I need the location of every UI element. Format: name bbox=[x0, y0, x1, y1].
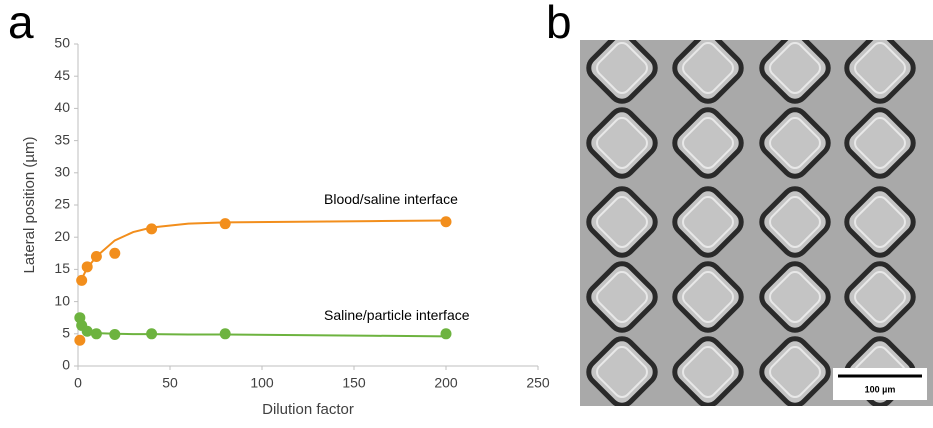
pillar bbox=[586, 336, 658, 406]
pillar bbox=[672, 336, 744, 406]
pillar bbox=[759, 261, 831, 333]
panel-label: a bbox=[8, 0, 34, 48]
pillar-inner bbox=[854, 196, 906, 248]
pillar bbox=[759, 186, 831, 258]
pillar-inner bbox=[854, 117, 906, 169]
x-axis-label: Dilution factor bbox=[262, 401, 354, 418]
y-tick-label: 20 bbox=[54, 228, 70, 244]
pillar bbox=[759, 40, 831, 104]
pillar-inner bbox=[682, 196, 734, 248]
pillar-inner bbox=[682, 42, 734, 94]
pillar-inner bbox=[596, 117, 648, 169]
pillar-inner bbox=[596, 271, 648, 323]
pillar bbox=[672, 107, 744, 179]
pillar bbox=[844, 40, 916, 104]
pillar-inner bbox=[596, 196, 648, 248]
y-tick-label: 40 bbox=[54, 99, 70, 115]
data-point bbox=[74, 334, 86, 346]
pillar-inner bbox=[769, 271, 821, 323]
pillar-inner bbox=[596, 346, 648, 398]
series-annotation: Blood/saline interface bbox=[324, 191, 458, 207]
pillar-inner bbox=[769, 117, 821, 169]
pillar bbox=[759, 107, 831, 179]
data-point bbox=[109, 247, 121, 259]
y-tick-label: 10 bbox=[54, 292, 70, 308]
micrograph bbox=[580, 40, 933, 406]
fit-line bbox=[79, 324, 447, 338]
data-point bbox=[90, 328, 102, 340]
pillar-inner bbox=[596, 42, 648, 94]
data-point bbox=[219, 328, 231, 340]
scale-bar-label: 100 µm bbox=[865, 384, 896, 394]
pillar-inner bbox=[854, 42, 906, 94]
y-tick-label: 25 bbox=[54, 196, 70, 212]
pillar bbox=[844, 261, 916, 333]
scale-bar-box bbox=[833, 368, 927, 400]
data-point bbox=[440, 216, 452, 228]
pillar bbox=[844, 186, 916, 258]
pillar bbox=[672, 40, 744, 104]
pillar bbox=[586, 107, 658, 179]
pillar bbox=[759, 336, 831, 406]
y-tick-label: 0 bbox=[62, 357, 70, 373]
x-tick-label: 150 bbox=[342, 375, 366, 391]
pillar-inner bbox=[769, 196, 821, 248]
data-point bbox=[81, 325, 93, 337]
pillar bbox=[586, 261, 658, 333]
y-axis-label: Lateral position (µm) bbox=[21, 136, 38, 273]
x-tick-label: 0 bbox=[74, 375, 82, 391]
data-point bbox=[146, 223, 158, 235]
pillar-inner bbox=[769, 42, 821, 94]
series-annotation: Saline/particle interface bbox=[324, 307, 470, 323]
data-point bbox=[81, 261, 93, 273]
panel-label: b bbox=[546, 0, 572, 48]
fit-line bbox=[78, 219, 447, 283]
pillar bbox=[586, 186, 658, 258]
pillar-inner bbox=[682, 117, 734, 169]
pillar-inner bbox=[769, 346, 821, 398]
y-tick-label: 35 bbox=[54, 131, 70, 147]
data-point bbox=[76, 274, 88, 286]
y-tick-label: 15 bbox=[54, 260, 70, 276]
pillar bbox=[844, 107, 916, 179]
x-tick-label: 50 bbox=[162, 375, 178, 391]
x-tick-label: 250 bbox=[526, 375, 550, 391]
x-tick-label: 200 bbox=[434, 375, 458, 391]
data-point bbox=[146, 328, 158, 340]
pillar-inner bbox=[854, 271, 906, 323]
pillar bbox=[586, 40, 658, 104]
y-tick-label: 5 bbox=[62, 325, 70, 341]
pillar-inner bbox=[682, 346, 734, 398]
pillar-inner bbox=[682, 271, 734, 323]
y-tick-label: 30 bbox=[54, 164, 70, 180]
pillar bbox=[672, 261, 744, 333]
data-point bbox=[219, 218, 231, 230]
data-point bbox=[90, 251, 102, 263]
pillar bbox=[672, 186, 744, 258]
y-tick-label: 45 bbox=[54, 67, 70, 83]
x-tick-label: 100 bbox=[250, 375, 274, 391]
data-point bbox=[109, 328, 121, 340]
data-point bbox=[440, 328, 452, 340]
y-tick-label: 50 bbox=[54, 35, 70, 51]
